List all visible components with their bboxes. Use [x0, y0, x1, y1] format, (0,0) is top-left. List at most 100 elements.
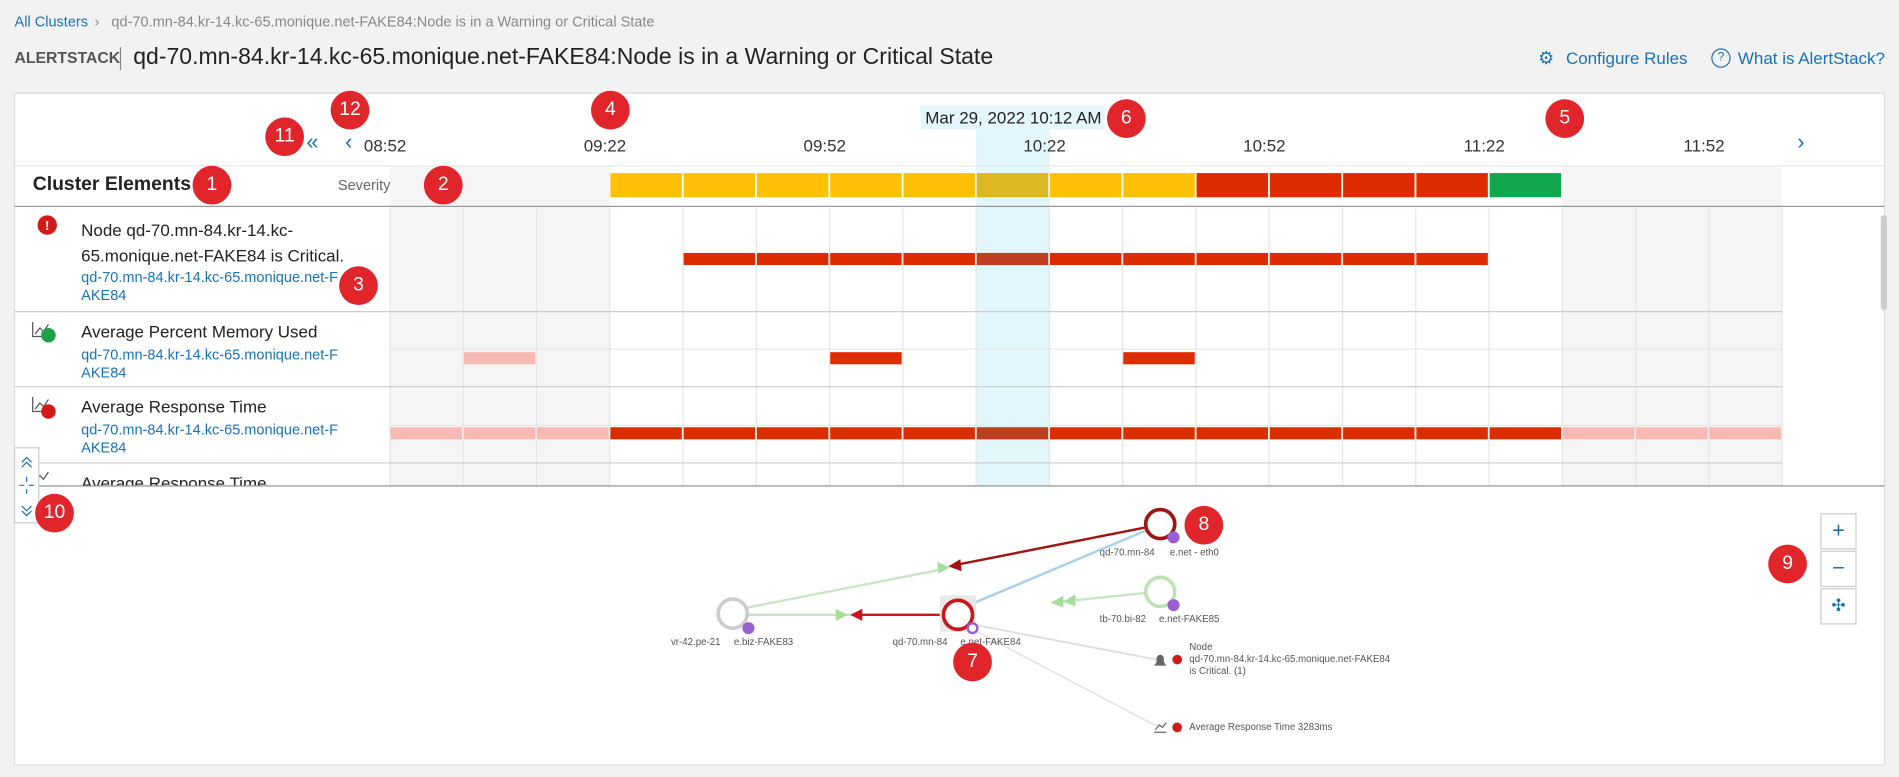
severity-cell	[1196, 252, 1269, 266]
node-label: vr-42.pe-21	[670, 636, 721, 648]
node-label: e.net - eth0	[1169, 547, 1219, 558]
severity-cell	[1123, 173, 1195, 198]
callout: 1	[192, 165, 232, 205]
severity-cell	[903, 173, 975, 198]
configure-rules-link[interactable]: Configure Rules	[1565, 48, 1688, 68]
time-tick: 09:22	[583, 135, 627, 155]
node-label: e.net-FAKE85	[1159, 613, 1220, 625]
callout: 11	[265, 117, 304, 157]
node-badge	[742, 622, 755, 635]
time-tick: 10:52	[1243, 135, 1286, 155]
node-label: qd-70.mn-84	[892, 636, 948, 648]
gear-icon[interactable]: ⚙	[1538, 48, 1555, 69]
row-source[interactable]: qd-70.mn-84.kr-14.kc-65.monique.net-FAKE…	[81, 421, 339, 457]
page-title: qd-70.mn-84.kr-14.kc-65.monique.net-FAKE…	[133, 44, 994, 71]
severity-cell	[463, 352, 536, 365]
critical-icon	[37, 215, 57, 235]
fit-view[interactable]: ✣	[1820, 588, 1857, 625]
arrow	[835, 608, 848, 621]
center-icon[interactable]	[19, 476, 34, 494]
severity-cell	[830, 352, 902, 365]
node[interactable]	[1143, 575, 1177, 609]
row-source[interactable]: qd-70.mn-84.kr-14.kc-65.monique.net-FAKE…	[81, 346, 339, 382]
severity-label: Severity	[337, 176, 391, 194]
severity-cell	[903, 427, 975, 440]
step-forward[interactable]: ›	[1797, 129, 1805, 154]
selected-time: Mar 29, 2022 10:12 AM	[925, 107, 1102, 128]
callout: 8	[1184, 505, 1224, 545]
node[interactable]	[716, 597, 750, 630]
severity-cell	[610, 427, 682, 440]
breadcrumb-separator: ›	[94, 13, 100, 31]
row-clip: Average Response Time	[73, 464, 364, 486]
alert-label: Average Response Time 3283ms	[1189, 721, 1333, 733]
node-label: qd-70.mn-84	[1099, 547, 1155, 558]
severity-cell	[1269, 173, 1342, 198]
severity-cell	[830, 252, 902, 266]
time-tick: 10:22	[1023, 135, 1066, 155]
severity-cell	[976, 173, 1049, 198]
node[interactable]	[941, 598, 975, 632]
row-title: Node qd-70.mn-84.kr-14.kc-65.monique.net…	[81, 220, 345, 266]
severity-cell	[976, 252, 1049, 266]
severity-cell	[1050, 427, 1122, 440]
severity-cell	[1050, 173, 1122, 198]
step-back[interactable]: ‹	[345, 129, 353, 154]
node[interactable]	[1143, 507, 1177, 541]
column-header: Cluster Elements	[32, 174, 192, 195]
separator	[119, 47, 122, 71]
zoom-out[interactable]: −	[1820, 550, 1857, 587]
critical-icon	[41, 404, 56, 419]
row-title: Average Response Time	[81, 396, 267, 417]
severity-cell	[1562, 427, 1635, 440]
row-title: Average Percent Memory Used	[81, 321, 318, 342]
arrow	[948, 559, 962, 572]
edge	[968, 528, 1148, 607]
app-name: ALERTSTACK	[14, 48, 121, 67]
breadcrumb-current: qd-70.mn-84.kr-14.kc-65.monique.net-FAKE…	[111, 13, 655, 31]
node-badge	[966, 622, 979, 635]
time-tick: 11:52	[1683, 135, 1725, 155]
severity-cell	[390, 427, 463, 440]
severity-cell	[1050, 252, 1122, 266]
severity-cell	[1123, 352, 1195, 365]
row-source[interactable]: qd-70.mn-84.kr-14.kc-65.monique.net-FAKE…	[81, 268, 339, 304]
icon-glyph: !	[45, 218, 49, 233]
severity-cell	[1343, 173, 1415, 198]
arrow	[937, 561, 950, 574]
selected-overlay	[976, 173, 1049, 198]
help-icon[interactable]: ?	[1711, 48, 1731, 68]
collapse-icon[interactable]	[21, 456, 32, 517]
severity-cell	[976, 427, 1049, 440]
edge	[740, 567, 945, 610]
severity-bars	[390, 173, 1781, 440]
edge	[972, 628, 1158, 727]
severity-cell	[683, 173, 756, 198]
severity-cell	[830, 173, 902, 198]
jump-back[interactable]: «	[306, 129, 319, 154]
zoom-in[interactable]: +	[1820, 513, 1857, 550]
severity-cell	[1416, 173, 1488, 198]
scrollbar[interactable]	[1880, 215, 1887, 310]
breadcrumb-link[interactable]: All Clusters	[14, 13, 89, 31]
severity-cell	[1123, 427, 1195, 440]
time-tick: 11:22	[1463, 135, 1505, 155]
severity-cell	[610, 173, 682, 198]
node-badge	[1167, 599, 1180, 612]
severity-cell	[756, 427, 829, 440]
row-title: Average Response Time	[81, 473, 267, 486]
node-badge	[1167, 531, 1180, 544]
callout: 5	[1545, 99, 1585, 138]
severity-cell	[756, 173, 829, 198]
callout: 3	[339, 266, 378, 305]
callout: 10	[35, 493, 74, 533]
node-label: tb-70.bi-82	[1099, 613, 1147, 625]
critical-icon	[1172, 654, 1183, 665]
ok-icon	[41, 327, 56, 343]
bell-icon	[1154, 654, 1167, 666]
time-tick: 09:52	[803, 135, 846, 155]
severity-cell	[830, 427, 902, 440]
help-link[interactable]: What is AlertStack?	[1737, 48, 1885, 68]
